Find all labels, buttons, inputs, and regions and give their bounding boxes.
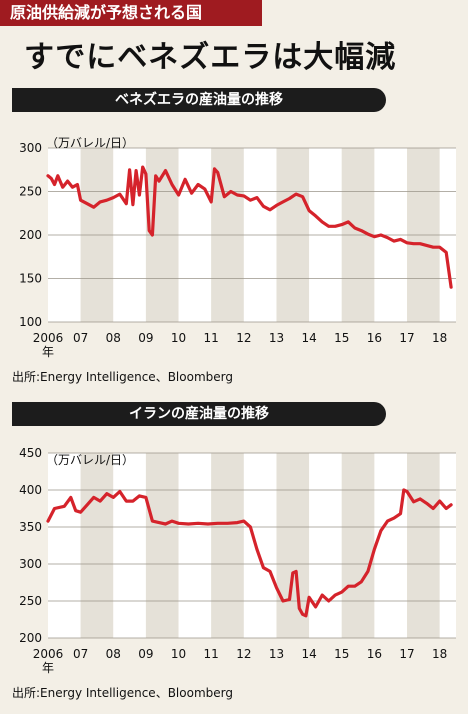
year-band xyxy=(113,453,146,638)
x-tick-label: 13 xyxy=(269,647,284,661)
year-band xyxy=(341,453,375,638)
y-tick-label: 400 xyxy=(19,483,42,497)
y-tick-label: 150 xyxy=(19,272,42,286)
x-tick-label: 07 xyxy=(73,331,88,345)
x-tick-label: 10 xyxy=(171,647,186,661)
category-tag: 原油供給減が予想される国 xyxy=(0,0,262,26)
series-line xyxy=(46,165,453,289)
x-tick-label-suffix: 年 xyxy=(42,345,54,359)
y-tick-label: 250 xyxy=(19,594,42,608)
x-tick-label: 07 xyxy=(73,647,88,661)
y-tick-label: 200 xyxy=(19,631,42,645)
x-tick-label: 17 xyxy=(399,331,414,345)
x-tick-label: 14 xyxy=(301,331,316,345)
x-tick-label: 08 xyxy=(106,647,121,661)
unit-label: （万バレル/日） xyxy=(46,136,134,150)
y-tick-label: 200 xyxy=(19,228,42,242)
year-band xyxy=(80,453,114,638)
x-tick-label: 08 xyxy=(106,331,121,345)
year-band xyxy=(211,453,244,638)
x-tick-label: 11 xyxy=(204,331,219,345)
x-tick-label-suffix: 年 xyxy=(42,661,54,675)
series-line xyxy=(46,488,453,618)
y-tick-label: 300 xyxy=(19,557,42,571)
x-tick-label: 16 xyxy=(367,647,382,661)
x-tick-label: 13 xyxy=(269,331,284,345)
headline: すでにベネズエラは大幅減 xyxy=(24,40,397,75)
y-tick-label: 350 xyxy=(19,520,42,534)
unit-label: （万バレル/日） xyxy=(46,453,134,467)
year-band xyxy=(374,453,408,638)
y-tick-label: 300 xyxy=(19,141,42,155)
year-band xyxy=(243,453,277,638)
x-tick-label: 09 xyxy=(138,647,153,661)
source-venezuela: 出所:Energy Intelligence、Bloomberg xyxy=(12,370,233,384)
x-tick-label: 10 xyxy=(171,331,186,345)
x-tick-label: 18 xyxy=(432,647,447,661)
chart-title-venezuela: ベネズエラの産油量の推移 xyxy=(12,88,386,112)
x-tick-label: 12 xyxy=(236,647,251,661)
x-tick-label: 09 xyxy=(138,331,153,345)
x-tick-label: 16 xyxy=(367,331,382,345)
year-band xyxy=(407,453,440,638)
y-tick-label: 250 xyxy=(19,185,42,199)
year-band xyxy=(178,453,212,638)
x-tick-label: 2006 xyxy=(33,647,64,661)
x-tick-label: 12 xyxy=(236,331,251,345)
x-tick-label: 15 xyxy=(334,647,349,661)
year-band xyxy=(439,453,456,638)
year-band xyxy=(48,453,81,638)
x-tick-label: 15 xyxy=(334,331,349,345)
x-tick-label: 17 xyxy=(399,647,414,661)
year-band xyxy=(276,453,310,638)
y-tick-label: 450 xyxy=(19,446,42,460)
x-tick-label: 18 xyxy=(432,331,447,345)
y-tick-label: 100 xyxy=(19,315,42,329)
year-band xyxy=(309,453,342,638)
year-band xyxy=(145,453,179,638)
source-iran: 出所:Energy Intelligence、Bloomberg xyxy=(12,686,233,700)
x-tick-label: 14 xyxy=(301,647,316,661)
x-tick-label: 2006 xyxy=(33,331,64,345)
chart-title-iran: イランの産油量の推移 xyxy=(12,402,386,426)
x-tick-label: 11 xyxy=(204,647,219,661)
